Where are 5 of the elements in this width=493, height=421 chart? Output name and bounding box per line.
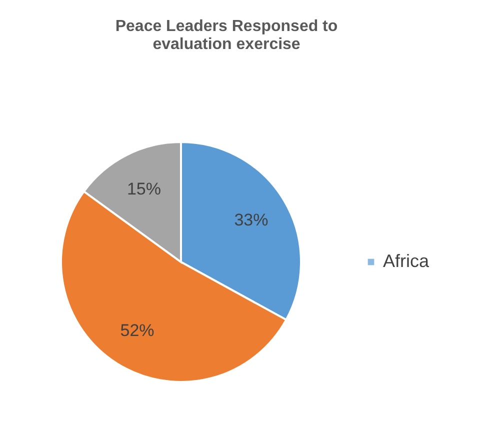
chart-title: Peace Leaders Responsed to evaluation exercise xyxy=(115,18,338,53)
legend-label: Africa xyxy=(383,251,430,271)
data-label: 52% xyxy=(120,320,154,340)
data-label: 33% xyxy=(234,210,268,230)
data-label: 15% xyxy=(126,179,161,198)
